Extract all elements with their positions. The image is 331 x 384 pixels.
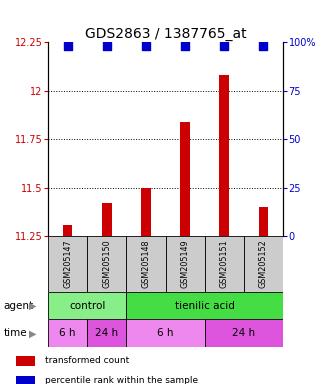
Text: GSM205152: GSM205152 <box>259 240 268 288</box>
Bar <box>48 292 126 319</box>
Text: 24 h: 24 h <box>95 328 118 338</box>
Bar <box>87 319 126 347</box>
Point <box>222 43 227 49</box>
Bar <box>48 319 87 347</box>
Bar <box>141 188 151 236</box>
Bar <box>126 319 205 347</box>
Bar <box>180 122 190 236</box>
Text: time: time <box>3 328 27 338</box>
Text: GSM205151: GSM205151 <box>220 240 229 288</box>
Bar <box>63 225 72 236</box>
Bar <box>244 236 283 292</box>
Bar <box>87 236 126 292</box>
Text: ▶: ▶ <box>29 301 37 311</box>
Text: 6 h: 6 h <box>157 328 174 338</box>
Point <box>65 43 70 49</box>
Bar <box>126 292 283 319</box>
Title: GDS2863 / 1387765_at: GDS2863 / 1387765_at <box>85 27 246 41</box>
Bar <box>205 319 283 347</box>
Bar <box>259 207 268 236</box>
Bar <box>48 236 87 292</box>
Text: GSM205149: GSM205149 <box>181 240 190 288</box>
Text: agent: agent <box>3 301 33 311</box>
Text: 6 h: 6 h <box>59 328 76 338</box>
Text: 24 h: 24 h <box>232 328 256 338</box>
Text: GSM205148: GSM205148 <box>141 240 150 288</box>
Point <box>104 43 109 49</box>
Point <box>143 43 149 49</box>
Bar <box>16 356 35 366</box>
Text: GSM205150: GSM205150 <box>102 240 111 288</box>
Text: percentile rank within the sample: percentile rank within the sample <box>45 376 198 384</box>
Bar <box>166 236 205 292</box>
Text: tienilic acid: tienilic acid <box>175 301 235 311</box>
Bar <box>16 376 35 384</box>
Point <box>261 43 266 49</box>
Text: control: control <box>69 301 105 311</box>
Text: transformed count: transformed count <box>45 356 129 366</box>
Bar <box>205 236 244 292</box>
Text: GSM205147: GSM205147 <box>63 240 72 288</box>
Text: ▶: ▶ <box>29 328 37 338</box>
Point <box>182 43 188 49</box>
Bar <box>126 236 166 292</box>
Bar <box>102 203 112 236</box>
Bar <box>219 75 229 236</box>
